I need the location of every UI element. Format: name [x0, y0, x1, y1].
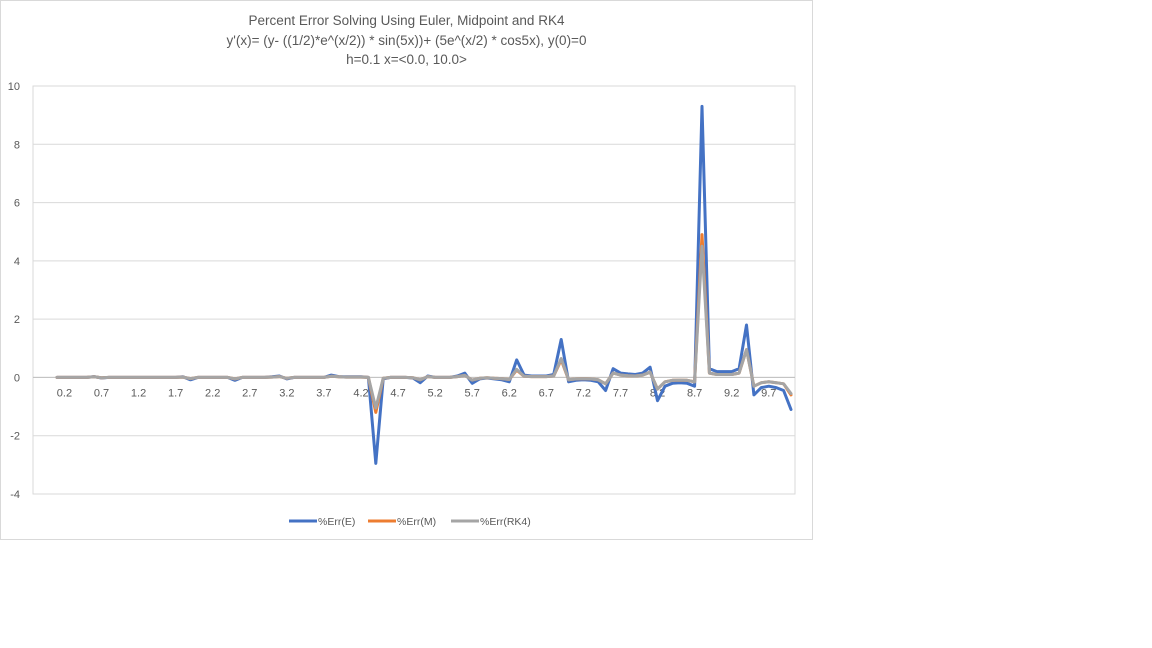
- x-tick-label: 6.2: [502, 387, 517, 399]
- y-tick-label: 0: [14, 372, 20, 384]
- x-tick-label: 5.7: [465, 387, 480, 399]
- legend-label: %Err(E): [318, 516, 355, 528]
- legend-label: %Err(M): [397, 516, 436, 528]
- y-tick-label: 8: [14, 139, 20, 151]
- x-tick-label: 3.2: [279, 387, 294, 399]
- x-tick-label: 0.7: [94, 387, 109, 399]
- gridlines: [32, 85, 796, 495]
- series-line-erre: [55, 104, 793, 465]
- chart-subtitle-2: h=0.1 x=<0.0, 10.0>: [346, 52, 467, 67]
- x-tick-label: 9.2: [724, 387, 739, 399]
- y-tick-label: 10: [8, 81, 20, 93]
- x-tick-label: 6.7: [539, 387, 554, 399]
- x-tick-label: 0.2: [57, 387, 72, 399]
- x-tick-label: 2.7: [242, 387, 257, 399]
- legend: %Err(E) %Err(M) %Err(RK4): [289, 516, 531, 528]
- y-tick-label: 6: [14, 198, 20, 210]
- chart-frame: [0, 0, 813, 540]
- x-tick-label: 5.2: [427, 387, 442, 399]
- legend-label: %Err(RK4): [480, 516, 531, 528]
- x-tick-label: 1.7: [168, 387, 183, 399]
- series-lines: [55, 104, 793, 465]
- x-tick-label: 9.7: [761, 387, 776, 399]
- x-tick-label: 3.7: [316, 387, 331, 399]
- x-tick-label: 4.7: [390, 387, 405, 399]
- y-tick-label: 4: [14, 256, 20, 268]
- x-tick-label: 8.7: [687, 387, 702, 399]
- plot-area: [32, 85, 796, 495]
- series-line-errrk4: [55, 244, 793, 410]
- x-tick-label: 4.2: [353, 387, 368, 399]
- y-tick-label: -2: [10, 431, 20, 443]
- y-tick-label: 2: [14, 314, 20, 326]
- y-tick-label: -4: [10, 489, 20, 501]
- x-tick-label: 2.2: [205, 387, 220, 399]
- x-tick-label: 1.2: [131, 387, 146, 399]
- x-tick-label: 7.7: [613, 387, 628, 399]
- chart-subtitle: y'(x)= (y- ((1/2)*e^(x/2)) * sin(5x))+ (…: [226, 33, 587, 48]
- x-tick-label: 7.2: [576, 387, 591, 399]
- chart-title: Percent Error Solving Using Euler, Midpo…: [248, 13, 565, 28]
